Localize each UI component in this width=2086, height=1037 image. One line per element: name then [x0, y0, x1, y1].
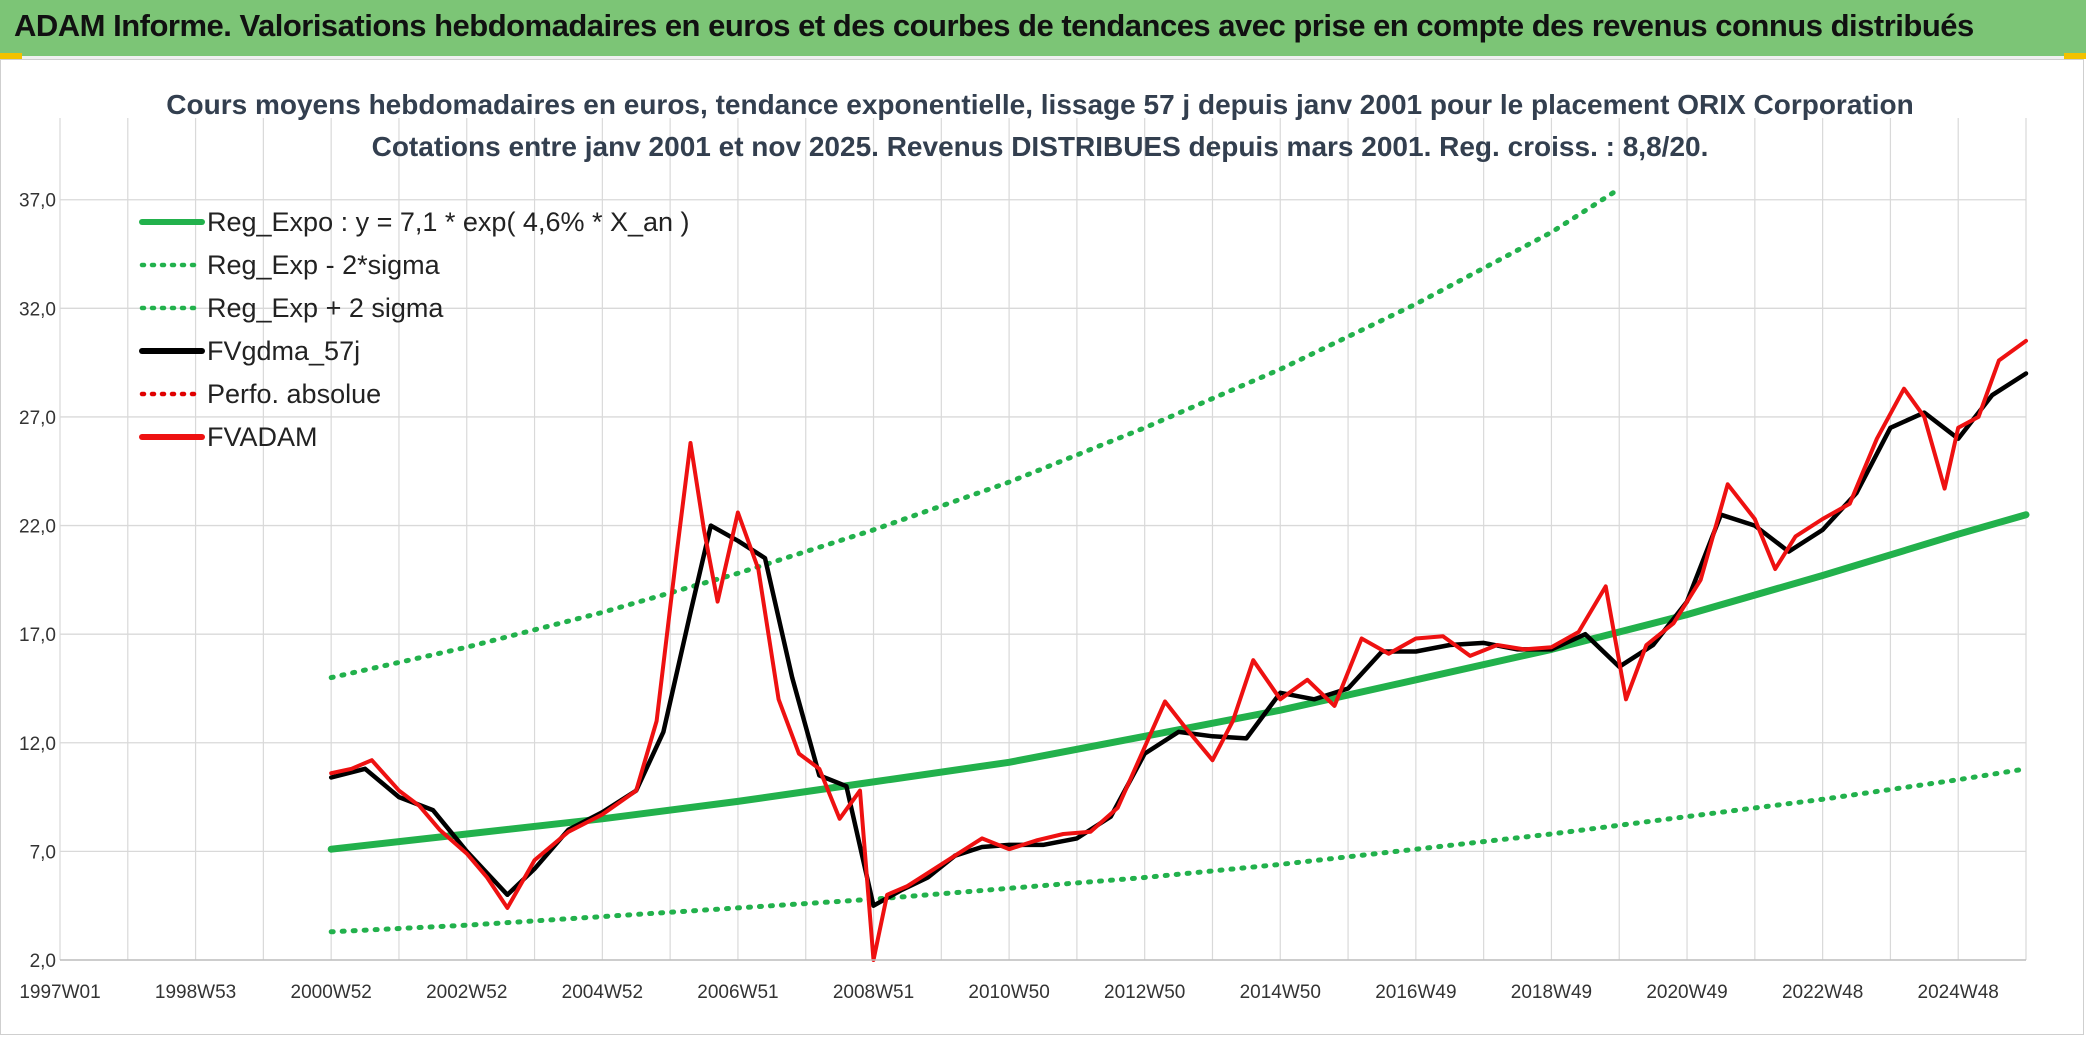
- y-tick-label: 32,0: [19, 299, 56, 320]
- x-tick-label: 2010W50: [968, 982, 1049, 1003]
- legend-label: FVADAM: [207, 422, 318, 452]
- y-tick-label: 27,0: [19, 408, 56, 429]
- chart-title-line-1: Cours moyens hebdomadaires en euros, ten…: [166, 89, 1913, 120]
- y-tick-label: 2,0: [30, 951, 56, 972]
- x-tick-label: 1998W53: [155, 982, 236, 1003]
- corner-marker-left: [0, 53, 22, 59]
- legend-label: FVgdma_57j: [207, 336, 360, 366]
- chart-title-line-2: Cotations entre janv 2001 et nov 2025. R…: [372, 131, 1709, 162]
- title-layer: Cours moyens hebdomadaires en euros, ten…: [166, 89, 1913, 162]
- x-tick-label: 1997W01: [19, 982, 100, 1003]
- chart-legend: Reg_Expo : y = 7,1 * exp( 4,6% * X_an ) R…: [139, 207, 690, 452]
- x-tick-label: 2018W49: [1511, 982, 1592, 1003]
- series-line-fvadam: [329, 338, 2028, 962]
- report-banner: ADAM Informe. Valorisations hebdomadaire…: [0, 0, 2086, 59]
- x-tick-label: 2012W50: [1104, 982, 1185, 1003]
- y-tick-label: 12,0: [19, 734, 56, 755]
- x-tick-label: 2014W50: [1240, 982, 1321, 1003]
- axis-layer: 2,0 7,0 12,0 17,0 22,0 27,0 32,0 37,0 1997W01 199…: [19, 191, 2026, 1003]
- legend-label: Reg_Exp - 2*sigma: [207, 250, 441, 280]
- series-layer: [327, 186, 2030, 962]
- y-tick-label: 37,0: [19, 191, 56, 212]
- corner-marker-right: [2064, 53, 2086, 59]
- series-line-reg-exp-2-sigma: [328, 766, 2029, 935]
- x-tick-label: 2002W52: [426, 982, 507, 1003]
- x-tick-label: 2006W51: [697, 982, 778, 1003]
- series-line-fvgdma-57j: [328, 371, 2029, 908]
- grid-layer: [59, 118, 2027, 961]
- x-tick-label: 2024W48: [1918, 982, 1999, 1003]
- x-tick-label: 2000W52: [291, 982, 372, 1003]
- y-tick-label: 17,0: [19, 625, 56, 646]
- series-line-reg-expo: [327, 511, 2030, 853]
- report-title: ADAM Informe. Valorisations hebdomadaire…: [14, 8, 1974, 43]
- x-tick-label: 2016W49: [1375, 982, 1456, 1003]
- x-tick-label: 2004W52: [562, 982, 643, 1003]
- y-tick-label: 7,0: [30, 842, 56, 863]
- x-tick-label: 2022W48: [1782, 982, 1863, 1003]
- legend-label: Reg_Exp + 2 sigma: [207, 293, 444, 323]
- chart-frame: [0, 59, 2084, 1035]
- x-tick-label: 2008W51: [833, 982, 914, 1003]
- legend-label: Perfo. absolue: [207, 379, 381, 409]
- legend-label: Reg_Expo : y = 7,1 * exp( 4,6% * X_an ): [207, 207, 690, 237]
- y-tick-label: 22,0: [19, 517, 56, 538]
- series-line-reg-exp-2-sigma: [328, 186, 1622, 681]
- x-tick-label: 2020W49: [1646, 982, 1727, 1003]
